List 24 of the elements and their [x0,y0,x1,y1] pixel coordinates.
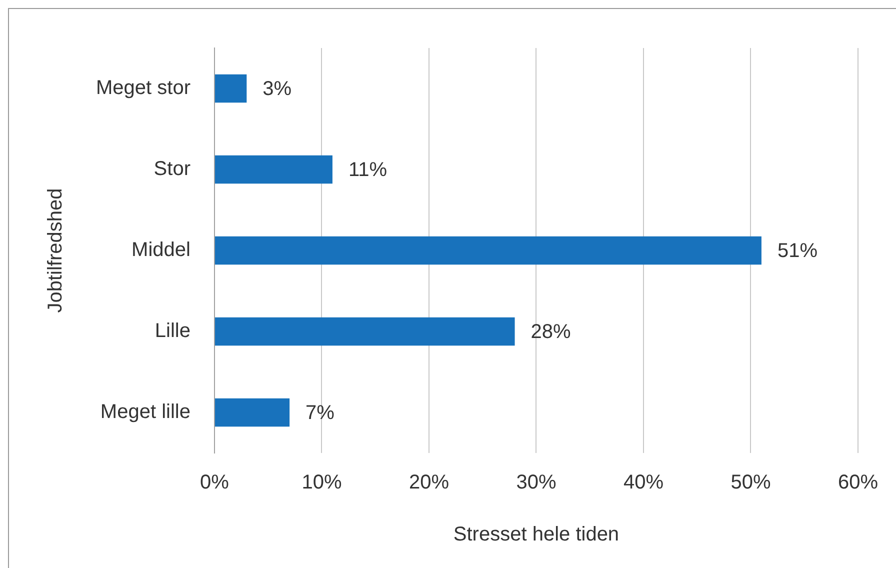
bar [214,155,332,184]
y-tick-label: Meget lille [100,401,190,424]
x-tick-label: 30% [516,472,556,494]
y-tick-label: Meget stor [96,77,191,100]
x-tick-label: 0% [200,472,230,494]
data-label: 3% [262,78,292,100]
y-axis-title: Jobtilfredshed [44,188,67,313]
data-label: 7% [306,402,335,424]
bar [214,236,762,265]
y-tick-label: Stor [154,158,191,180]
x-tick-label: 50% [730,472,771,494]
x-tick-label: 10% [302,472,342,494]
x-tick-label: 20% [408,472,450,494]
bar [214,398,290,427]
x-tick-label: 60% [838,472,878,494]
data-label: 51% [777,240,818,262]
bar [214,317,515,346]
y-tick-label: Lille [154,320,190,342]
x-axis-title: Stresset hele tiden [453,524,620,546]
bar [214,74,247,103]
y-tick-label: Middel [132,239,190,262]
x-tick-label: 40% [623,472,664,494]
data-label: 28% [530,321,572,344]
data-label: 11% [348,159,388,182]
